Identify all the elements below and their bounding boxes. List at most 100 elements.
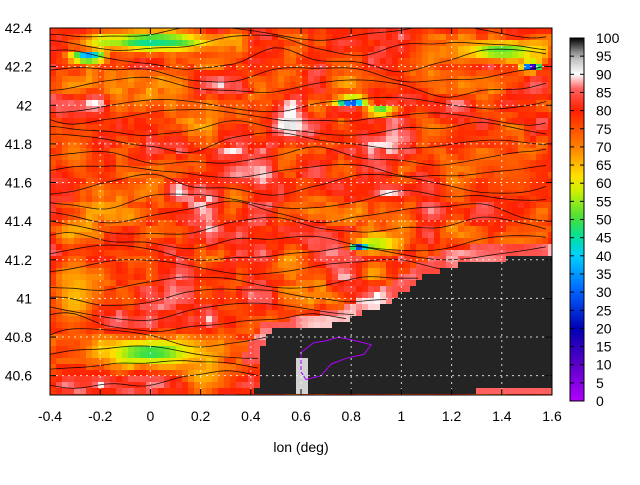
heatmap-cell [482,274,489,281]
heatmap-cell [464,310,471,317]
heatmap-cell [164,46,171,53]
heatmap-cell [146,352,153,359]
heatmap-cell [548,232,555,239]
heatmap-cell [548,148,555,155]
heatmap-cell [470,64,477,71]
heatmap-cell [140,70,147,77]
heatmap-cell [56,52,63,59]
heatmap-cell [158,118,165,125]
heatmap-cell [380,160,387,167]
heatmap-cell [182,202,189,209]
heatmap-cell [122,88,129,95]
heatmap-cell [314,106,321,113]
heatmap-cell [494,352,501,359]
heatmap-cell [410,310,417,317]
heatmap-cell [320,346,327,353]
heatmap-cell [110,154,117,161]
heatmap-cell [242,208,249,215]
heatmap-cell [104,250,111,257]
heatmap-cell [98,280,105,287]
heatmap-cell [98,196,105,203]
heatmap-cell [470,268,477,275]
heatmap-cell [434,34,441,41]
heatmap-cell [176,124,183,131]
heatmap-cell [548,160,555,167]
heatmap-cell [254,310,261,317]
heatmap-cell [314,52,321,59]
heatmap-cell [272,46,279,53]
heatmap-cell [170,58,177,65]
heatmap-cell [296,232,303,239]
heatmap-cell [524,364,531,371]
heatmap-cell [422,208,429,215]
heatmap-cell [158,202,165,209]
heatmap-cell [218,70,225,77]
heatmap-cell [122,196,129,203]
heatmap-cell [512,286,519,293]
heatmap-cell [338,154,345,161]
heatmap-cell [488,88,495,95]
heatmap-cell [260,232,267,239]
heatmap-cell [530,340,537,347]
heatmap-cell [218,28,225,35]
heatmap-cell [548,184,555,191]
heatmap-cell [512,160,519,167]
heatmap-cell [242,262,249,269]
heatmap-cell [374,34,381,41]
heatmap-cell [74,160,81,167]
heatmap-cell [290,256,297,263]
heatmap-cell [392,106,399,113]
heatmap-cell [368,136,375,143]
heatmap-cell [380,328,387,335]
heatmap-cell [476,118,483,125]
heatmap-cell [464,46,471,53]
heatmap-cell [548,142,555,149]
heatmap-cell [122,250,129,257]
heatmap-cell [308,160,315,167]
heatmap-cell [332,142,339,149]
heatmap-cell [206,106,213,113]
heatmap-cell [380,178,387,185]
heatmap-cell [188,58,195,65]
heatmap-cell [422,148,429,155]
heatmap-cell [272,136,279,143]
heatmap-cell [284,244,291,251]
heatmap-cell [296,88,303,95]
heatmap-cell [260,172,267,179]
heatmap-cell [362,214,369,221]
heatmap-cell [506,340,513,347]
heatmap-cell [434,46,441,53]
heatmap-cell [236,340,243,347]
heatmap-cell [146,124,153,131]
heatmap-cell [140,256,147,263]
heatmap-cell [512,52,519,59]
heatmap-cell [182,352,189,359]
heatmap-cell [86,310,93,317]
heatmap-cell [176,280,183,287]
heatmap-cell [188,46,195,53]
heatmap-cell [164,352,171,359]
heatmap-cell [392,286,399,293]
heatmap-cell [368,184,375,191]
heatmap-cell [386,88,393,95]
heatmap-cell [434,136,441,143]
heatmap-cell [266,346,273,353]
heatmap-cell [50,310,57,317]
heatmap-cell [416,82,423,89]
heatmap-cell [476,250,483,257]
heatmap-cell [452,364,459,371]
heatmap-cell [242,64,249,71]
heatmap-cell [86,352,93,359]
heatmap-cell [416,268,423,275]
heatmap-cell [434,148,441,155]
heatmap-cell [218,232,225,239]
heatmap-cell [164,112,171,119]
heatmap-cell [260,82,267,89]
heatmap-cell [164,136,171,143]
heatmap-cell [374,88,381,95]
heatmap-cell [194,178,201,185]
heatmap-cell [308,298,315,305]
heatmap-cell [314,244,321,251]
heatmap-cell [464,286,471,293]
heatmap-cell [110,298,117,305]
